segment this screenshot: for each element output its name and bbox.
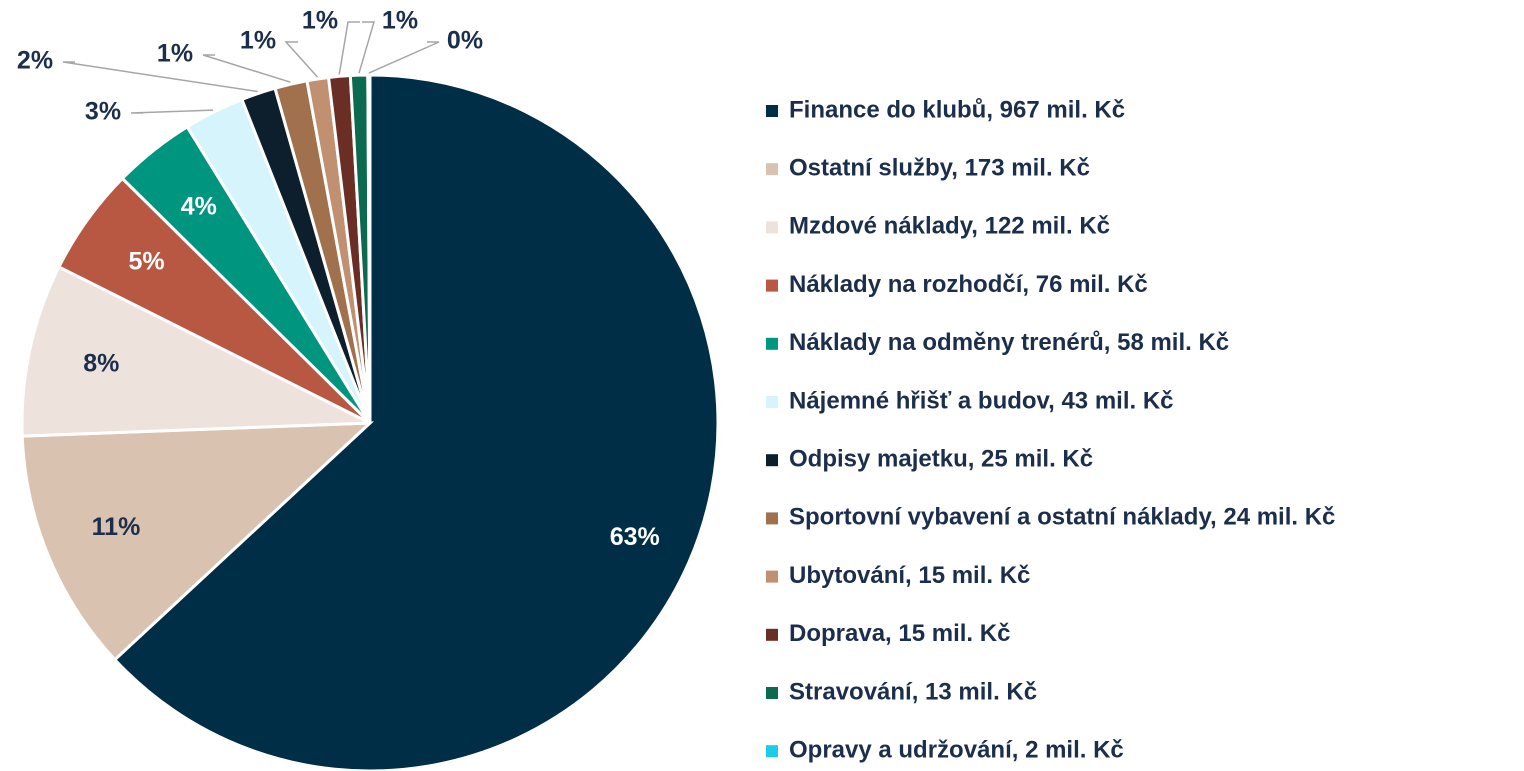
leader-line [368, 41, 440, 74]
slice [366, 73, 372, 424]
legend-swatch [766, 105, 778, 117]
slice [112, 73, 720, 771]
legend-swatch [766, 454, 778, 467]
data-label: 1% [157, 40, 193, 68]
data-label: 2% [17, 47, 53, 75]
data-label: 4% [181, 193, 217, 221]
legend-label: Stravování, 13 mil. Kč [789, 678, 1037, 705]
data-label: 1% [240, 27, 276, 55]
data-label: 0% [447, 27, 483, 55]
data-label: 11% [92, 513, 141, 541]
leader-line [284, 41, 318, 78]
legend-label: Ubytování, 15 mil. Kč [789, 562, 1030, 589]
data-label: 1% [302, 7, 338, 35]
legend-swatch [766, 163, 778, 176]
legend-swatch [766, 337, 778, 350]
legend-swatch [766, 279, 778, 292]
data-label: 8% [83, 349, 119, 377]
leader-line [338, 21, 360, 75]
data-label: 1% [382, 7, 418, 35]
legend-label: Doprava, 15 mil. Kč [789, 620, 1010, 647]
legend-label: Ostatní služby, 173 mil. Kč [789, 155, 1090, 182]
data-label: 5% [129, 247, 165, 275]
legend-swatch [766, 221, 778, 234]
legend-swatch [766, 687, 778, 699]
legend-label: Opravy a udržování, 2 mil. Kč [789, 737, 1124, 764]
legend-swatch [766, 745, 778, 758]
legend-label: Náklady na odměny trenérů, 58 mil. Kč [789, 329, 1229, 356]
slice [20, 421, 374, 662]
leader-line [130, 109, 214, 114]
data-label: 3% [85, 98, 121, 126]
data-label: 63% [610, 523, 660, 551]
legend-label: Nájemné hřišť a budov, 43 mil. Kč [789, 387, 1174, 414]
slice [20, 264, 371, 438]
legend-label: Finance do klubů, 967 mil. Kč [789, 96, 1125, 123]
legend-swatch [766, 396, 778, 408]
leader-line [202, 54, 291, 83]
legend-label: Mzdové náklady, 122 mil. Kč [789, 213, 1110, 240]
leader-line [62, 61, 258, 93]
legend-swatch [766, 628, 778, 641]
leader-line [358, 21, 376, 74]
legend-swatch [766, 512, 778, 525]
legend-swatch [766, 570, 778, 583]
legend-label: Sportovní vybavení a ostatní náklady, 24… [789, 504, 1335, 531]
legend-label: Odpisy majetku, 25 mil. Kč [789, 446, 1093, 473]
legend-label: Náklady na rozhodčí, 76 mil. Kč [789, 271, 1148, 298]
